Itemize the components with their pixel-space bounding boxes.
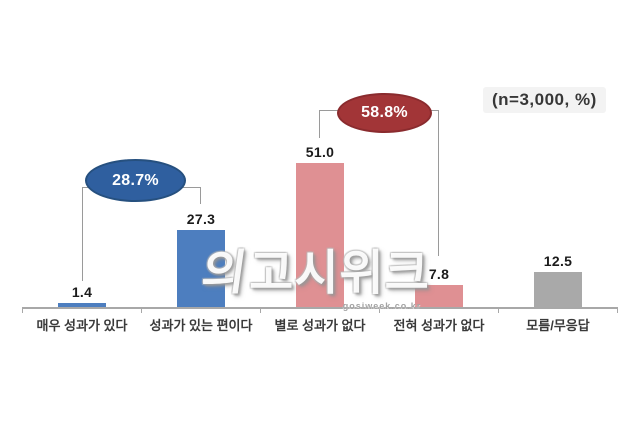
bar-value-label: 7.8 (428, 266, 450, 282)
bar-1 (58, 303, 106, 307)
red-bracket-left-line (319, 110, 320, 138)
bar-value-label: 12.5 (543, 253, 573, 269)
x-axis-tick (260, 308, 261, 313)
red-bracket-right-line (438, 110, 439, 256)
bar-value-label: 27.3 (186, 211, 216, 227)
bar-5 (534, 272, 582, 307)
sample-size-note: (n=3,000, %) (483, 87, 606, 113)
bar-2 (177, 230, 225, 307)
category-label: 별로 성과가 없다 (274, 318, 366, 333)
bar-value-label: 1.4 (71, 284, 93, 300)
x-axis-tick (498, 308, 499, 313)
bar-3 (296, 163, 344, 307)
group-total-negative-oval: 58.8% (337, 93, 432, 133)
bar-value-label: 51.0 (305, 144, 335, 160)
blue-bracket-right-line (200, 187, 201, 204)
category-label: 모름/무응답 (526, 318, 590, 333)
x-axis-tick (617, 308, 618, 313)
x-axis-tick (141, 308, 142, 313)
x-axis-line (22, 307, 618, 309)
group-total-positive-oval: 28.7% (85, 159, 186, 202)
category-label: 매우 성과가 있다 (36, 318, 128, 333)
bar-4 (415, 285, 463, 307)
category-label: 전혀 성과가 없다 (393, 318, 485, 333)
x-axis-tick (22, 308, 23, 313)
blue-bracket-left-line (82, 187, 83, 281)
x-axis-tick (379, 308, 380, 313)
category-label: 성과가 있는 편이다 (149, 318, 253, 333)
